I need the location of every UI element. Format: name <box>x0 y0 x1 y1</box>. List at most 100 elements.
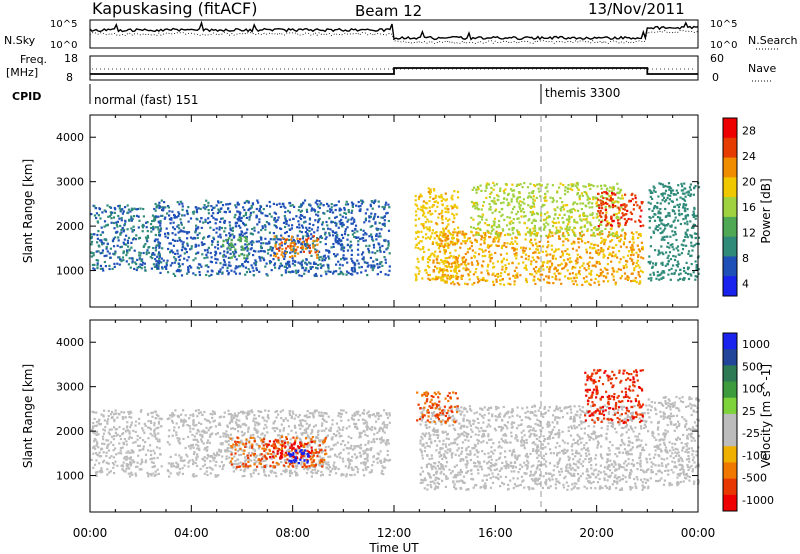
power-cell-1 <box>368 216 371 219</box>
power-cell-5 <box>568 272 571 275</box>
power-cell-1 <box>329 208 332 211</box>
power-cell-1 <box>383 222 386 225</box>
velocity-cell-0 <box>142 439 145 442</box>
power-cell-0 <box>103 225 106 228</box>
power-cell-5 <box>576 258 579 261</box>
power-cell-6 <box>518 233 521 236</box>
power-cell-1 <box>351 259 354 263</box>
power-cell-1 <box>299 205 302 208</box>
power-cell-5 <box>536 248 540 251</box>
power-cell-6 <box>490 232 493 235</box>
power-cell-7 <box>620 204 623 207</box>
power-cell-4 <box>424 269 427 272</box>
velocity-cell-1 <box>296 465 299 468</box>
power-cell-0 <box>135 208 138 211</box>
power-cell-1 <box>351 204 354 207</box>
power-cell-5 <box>554 275 558 278</box>
power-cell-1 <box>195 211 199 214</box>
power-cell-0 <box>128 248 131 251</box>
velocity-cell-1 <box>286 443 290 446</box>
power-cell-0 <box>114 251 117 255</box>
velocity-cell-1 <box>339 415 342 418</box>
power-cell-8 <box>676 203 679 207</box>
velocity-cell-0 <box>108 471 111 474</box>
power-cell-8 <box>652 215 655 218</box>
velocity-cell-1 <box>296 473 299 477</box>
power-cell-0 <box>114 250 117 253</box>
power-cell-0 <box>126 239 129 242</box>
power-cell-1 <box>301 224 304 227</box>
power-cell-8 <box>658 273 662 276</box>
power-cell-1 <box>193 210 196 213</box>
power-cell-1 <box>163 201 166 204</box>
velocity-cell-1 <box>308 412 311 415</box>
power-cell-7 <box>604 214 607 217</box>
velocity-cell-1 <box>223 432 226 435</box>
power-cell-5 <box>641 271 644 274</box>
power-cell-1 <box>372 246 376 249</box>
power-cell-4 <box>414 237 417 240</box>
power-cell-6 <box>534 219 537 222</box>
velocity-cell-1 <box>320 451 324 454</box>
power-cell-5 <box>584 280 587 283</box>
power-cell-5 <box>499 279 502 282</box>
power-cell-5 <box>622 266 625 270</box>
power-cell-1 <box>170 218 173 221</box>
power-cell-0 <box>90 213 93 216</box>
power-cell-1 <box>220 217 223 220</box>
power-cell-4 <box>436 205 439 208</box>
power-cell-4 <box>431 241 435 244</box>
power-cell-1 <box>167 271 170 274</box>
power-cell-6 <box>605 211 608 214</box>
power-cell-5 <box>639 234 642 237</box>
power-cell-1 <box>156 238 159 241</box>
velocity-cell-0 <box>155 446 159 449</box>
power-cell-5 <box>626 278 629 281</box>
power-cell-6 <box>559 226 562 229</box>
power-cell-6 <box>534 229 537 232</box>
power-cell-5 <box>548 268 551 271</box>
velocity-cell-1 <box>379 414 383 417</box>
power-cell-1 <box>244 266 248 269</box>
power-cell-5 <box>532 267 535 270</box>
power-cell-1 <box>354 224 358 227</box>
power-cell-5 <box>487 231 490 234</box>
power-cell-1 <box>387 240 390 243</box>
power-cell-5 <box>570 242 573 245</box>
velocity-cell-1 <box>304 432 307 435</box>
power-cell-1 <box>218 226 221 229</box>
power-cell-1 <box>337 200 340 203</box>
power-cell-5 <box>595 273 599 276</box>
power-cell-5 <box>522 251 525 254</box>
power-cell-1 <box>207 204 210 207</box>
power-cell-8 <box>688 186 692 189</box>
power-cell-6 <box>598 233 602 236</box>
power-cell-4 <box>415 279 418 282</box>
power-cell-4 <box>457 265 460 269</box>
power-cell-5 <box>564 237 567 241</box>
power-cell-1 <box>338 209 341 212</box>
power-cell-5 <box>519 274 522 277</box>
power-cell-5 <box>457 254 461 257</box>
power-cell-1 <box>341 244 344 247</box>
power-cell-5 <box>487 263 490 266</box>
power-cell-0 <box>119 258 122 261</box>
power-cell-1 <box>372 260 375 263</box>
power-cell-1 <box>306 232 309 235</box>
power-cell-8 <box>664 184 667 188</box>
power-cell-1 <box>360 265 363 269</box>
velocity-cell-1 <box>350 437 353 440</box>
power-cell-3 <box>296 246 299 249</box>
power-cell-1 <box>373 215 376 218</box>
cpid-normal: normal (fast) 151 <box>94 93 198 107</box>
power-cell-6 <box>480 218 484 221</box>
velocity-cell-1 <box>174 453 177 456</box>
power-cell-4 <box>424 215 427 218</box>
power-cell-6 <box>534 227 537 230</box>
power-cell-1 <box>214 254 217 257</box>
power-cell-1 <box>340 233 344 237</box>
power-cell-1 <box>200 226 203 229</box>
power-cell-1 <box>367 264 370 267</box>
velocity-cell-0 <box>131 473 134 476</box>
power-cell-6 <box>586 195 589 198</box>
